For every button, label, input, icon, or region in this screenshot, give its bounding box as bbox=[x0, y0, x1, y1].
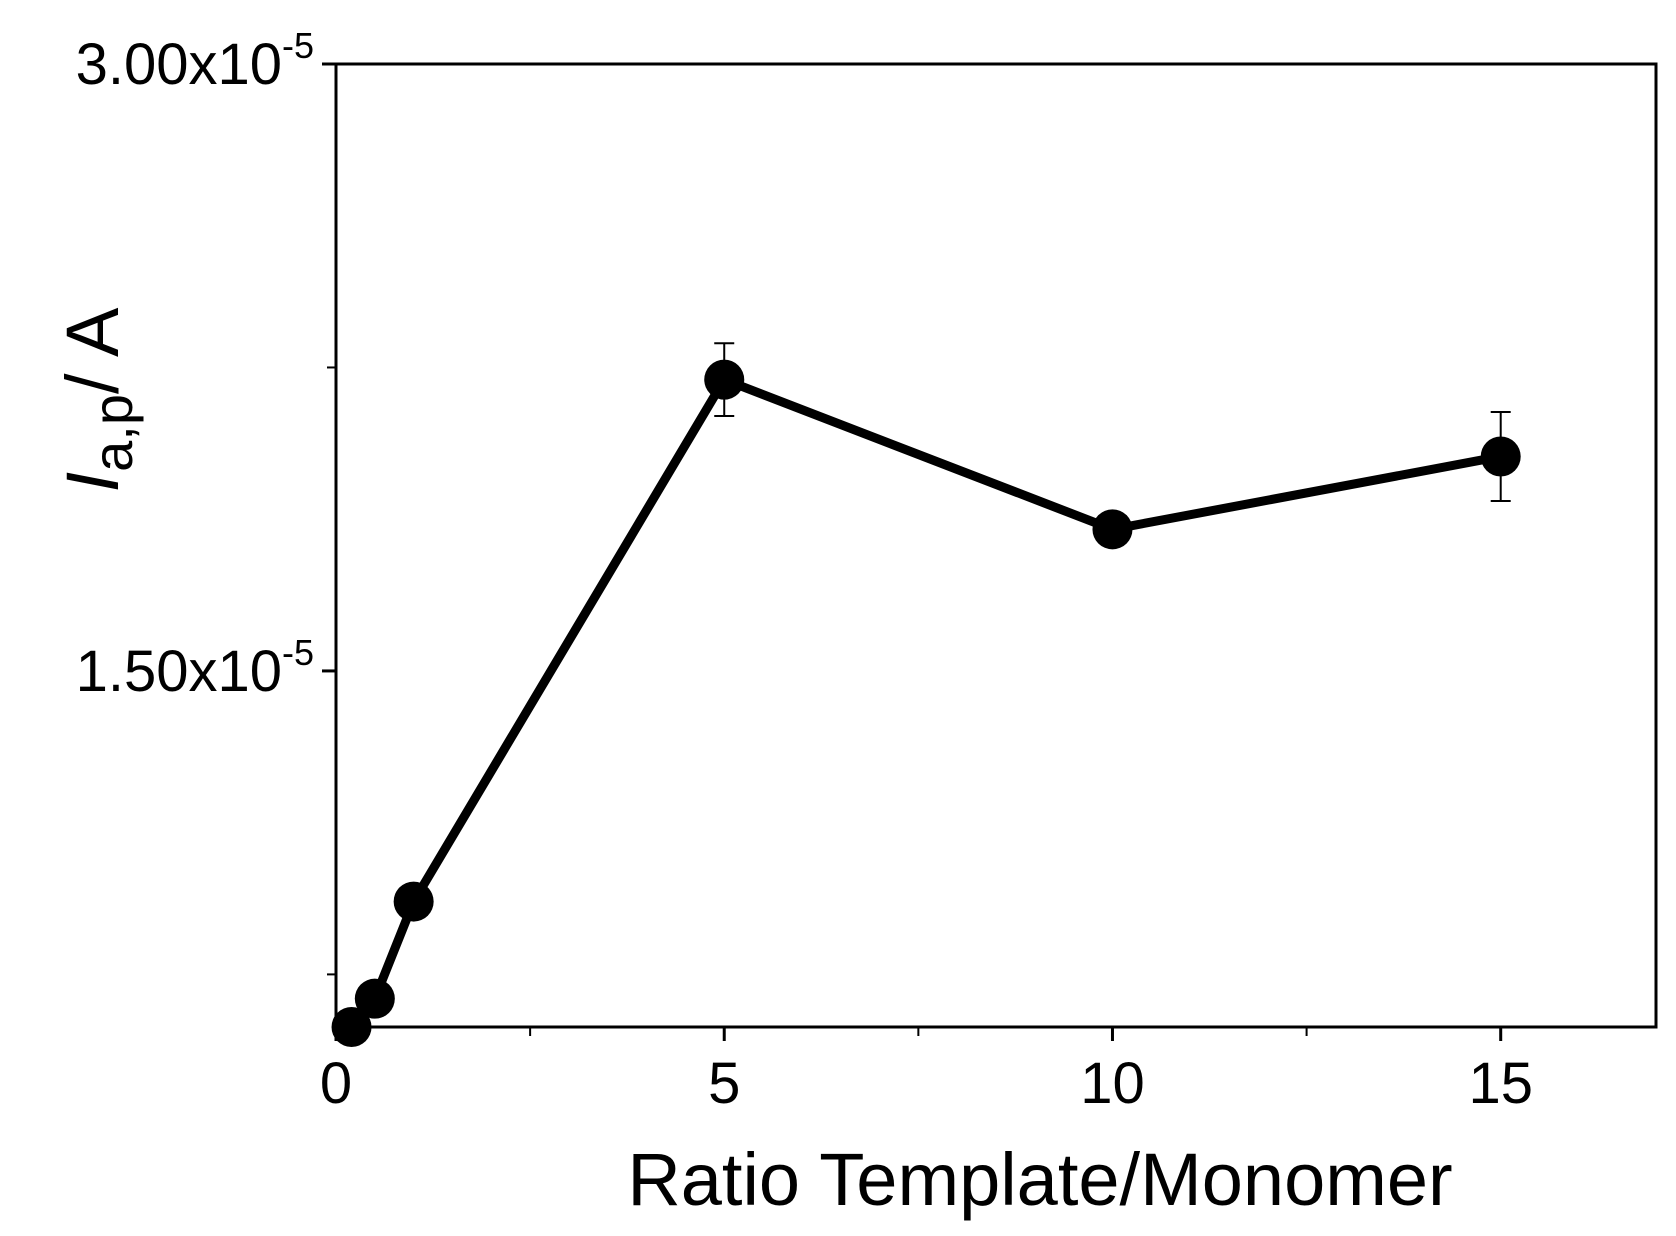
x-axis-title: Ratio Template/Monomer bbox=[627, 1138, 1452, 1221]
plot-frame bbox=[334, 62, 1658, 1029]
data-point bbox=[1092, 509, 1133, 550]
data-series bbox=[331, 342, 1521, 1047]
y-tick-mantissa: 1.50x10 bbox=[76, 639, 282, 704]
x-tick-label: 15 bbox=[1468, 1051, 1533, 1116]
data-point bbox=[354, 978, 395, 1019]
tick-labels: 0 5 10 151.50x10-53.00x10-5 bbox=[76, 25, 1533, 1116]
x-tick-label: 0 bbox=[320, 1051, 352, 1116]
data-point bbox=[704, 359, 745, 400]
data-point bbox=[393, 881, 434, 922]
y-tick-exponent: -5 bbox=[282, 25, 314, 66]
data-point bbox=[1480, 436, 1521, 477]
y-axis-title-unit: / A bbox=[51, 307, 134, 394]
data-point bbox=[331, 1007, 372, 1047]
x-tick-label: 5 bbox=[708, 1051, 740, 1116]
y-tick-label: 1.50x10-5 bbox=[76, 632, 314, 704]
x-tick-label: 10 bbox=[1080, 1051, 1145, 1116]
y-tick-mantissa: 3.00x10 bbox=[76, 32, 282, 97]
series-line bbox=[348, 375, 1502, 1030]
y-tick-label: 3.00x10-5 bbox=[76, 25, 314, 97]
y-tick-exponent: -5 bbox=[282, 632, 314, 673]
y-axis-title-italic: I bbox=[51, 472, 134, 493]
y-axis-title: Ia,p/ A bbox=[51, 307, 144, 492]
axis-ticks bbox=[322, 62, 1503, 1041]
y-axis-title-subscript: a,p bbox=[81, 394, 144, 472]
